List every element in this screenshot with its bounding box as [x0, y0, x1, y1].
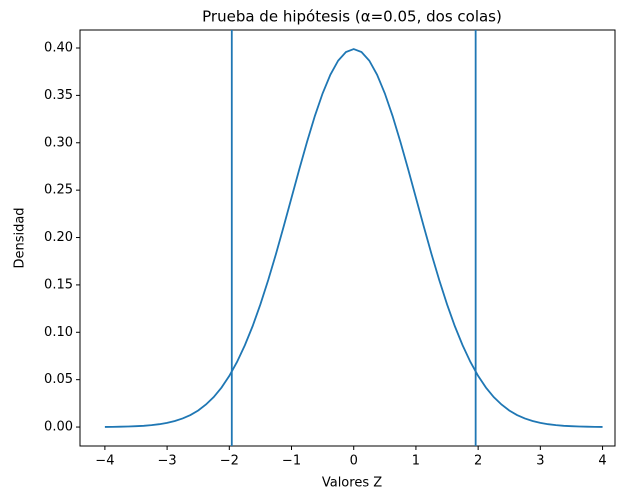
y-tick-label: 0.10 — [44, 325, 73, 340]
y-tick-label: 0.30 — [44, 135, 73, 150]
y-tick-label: 0.20 — [44, 230, 73, 245]
y-tick-label: 0.00 — [44, 420, 73, 435]
x-tick-label: −1 — [282, 454, 301, 469]
x-tick-label: 4 — [598, 454, 606, 469]
density-line — [104, 48, 603, 428]
y-tick-label: 0.35 — [44, 88, 73, 103]
x-axis-label: Valores Z — [322, 476, 382, 491]
plot-frame — [79, 29, 616, 447]
chart-title: Prueba de hipótesis (α=0.05, dos colas) — [202, 8, 502, 26]
y-tick-label: 0.40 — [44, 41, 73, 56]
x-tick-label: −4 — [95, 454, 114, 469]
x-tick-label: 0 — [350, 454, 358, 469]
x-tick-label: 1 — [412, 454, 420, 469]
y-tick-label: 0.15 — [44, 277, 73, 292]
y-axis-label: Densidad — [13, 207, 28, 268]
y-tick-label: 0.05 — [44, 372, 73, 387]
y-tick-label: 0.25 — [44, 183, 73, 198]
x-tick-label: −3 — [158, 454, 177, 469]
x-tick-label: 3 — [536, 454, 544, 469]
x-tick-label: 2 — [474, 454, 482, 469]
x-tick-label: −2 — [220, 454, 239, 469]
